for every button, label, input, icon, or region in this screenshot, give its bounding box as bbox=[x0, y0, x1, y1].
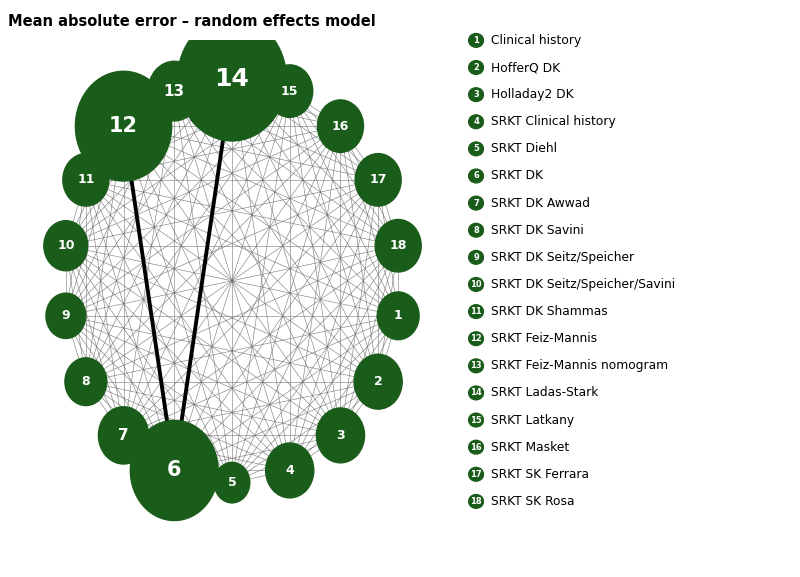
Ellipse shape bbox=[469, 250, 483, 264]
Text: 18: 18 bbox=[470, 497, 482, 506]
Ellipse shape bbox=[354, 354, 402, 409]
Ellipse shape bbox=[469, 305, 483, 319]
Text: 10: 10 bbox=[57, 239, 74, 252]
Text: SRKT Feiz-Mannis nomogram: SRKT Feiz-Mannis nomogram bbox=[490, 359, 668, 372]
Ellipse shape bbox=[469, 169, 483, 183]
Text: 9: 9 bbox=[474, 253, 479, 262]
Ellipse shape bbox=[178, 17, 286, 141]
Text: 5: 5 bbox=[228, 476, 236, 489]
Ellipse shape bbox=[469, 115, 483, 129]
Text: Holladay2 DK: Holladay2 DK bbox=[490, 88, 573, 101]
Text: 8: 8 bbox=[82, 375, 90, 388]
Text: SRKT DK Seitz/Speicher: SRKT DK Seitz/Speicher bbox=[490, 251, 634, 264]
Text: 15: 15 bbox=[281, 85, 298, 98]
Text: 13: 13 bbox=[164, 84, 185, 99]
Ellipse shape bbox=[469, 278, 483, 291]
Text: 13: 13 bbox=[470, 361, 482, 370]
Ellipse shape bbox=[469, 386, 483, 400]
Text: 2: 2 bbox=[374, 375, 382, 388]
Ellipse shape bbox=[469, 33, 483, 47]
Text: SRKT Latkany: SRKT Latkany bbox=[490, 414, 574, 426]
Ellipse shape bbox=[469, 413, 483, 427]
Text: SRKT SK Ferrara: SRKT SK Ferrara bbox=[490, 468, 589, 481]
Text: Mean absolute error – random effects model: Mean absolute error – random effects mod… bbox=[8, 14, 376, 29]
Ellipse shape bbox=[214, 462, 250, 503]
Ellipse shape bbox=[469, 494, 483, 508]
Text: 1: 1 bbox=[394, 309, 402, 323]
Text: SRKT DK Seitz/Speicher/Savini: SRKT DK Seitz/Speicher/Savini bbox=[490, 278, 674, 291]
Ellipse shape bbox=[469, 142, 483, 156]
Text: 14: 14 bbox=[214, 67, 250, 91]
Text: 6: 6 bbox=[167, 460, 182, 481]
Ellipse shape bbox=[65, 358, 106, 406]
Text: 18: 18 bbox=[390, 239, 407, 252]
Text: SRKT DK Shammas: SRKT DK Shammas bbox=[490, 305, 607, 318]
Ellipse shape bbox=[469, 467, 483, 481]
Text: SRKT Clinical history: SRKT Clinical history bbox=[490, 115, 615, 128]
Ellipse shape bbox=[469, 359, 483, 373]
Text: 12: 12 bbox=[470, 334, 482, 343]
Ellipse shape bbox=[75, 72, 172, 181]
Text: 16: 16 bbox=[470, 443, 482, 452]
Text: 3: 3 bbox=[336, 429, 345, 442]
Ellipse shape bbox=[266, 443, 314, 498]
Ellipse shape bbox=[469, 223, 483, 237]
Text: 15: 15 bbox=[470, 415, 482, 425]
Ellipse shape bbox=[98, 407, 149, 464]
Ellipse shape bbox=[469, 88, 483, 102]
Text: SRKT DK Awwad: SRKT DK Awwad bbox=[490, 197, 590, 209]
Ellipse shape bbox=[469, 440, 483, 454]
Text: 10: 10 bbox=[470, 280, 482, 289]
Text: SRKT DK Savini: SRKT DK Savini bbox=[490, 224, 583, 237]
Text: SRKT DK: SRKT DK bbox=[490, 170, 542, 182]
Text: 9: 9 bbox=[62, 309, 70, 323]
Text: SRKT Ladas-Stark: SRKT Ladas-Stark bbox=[490, 387, 598, 399]
Ellipse shape bbox=[63, 153, 109, 206]
Ellipse shape bbox=[266, 65, 313, 117]
Ellipse shape bbox=[469, 332, 483, 346]
Text: 5: 5 bbox=[473, 144, 479, 153]
Text: HofferQ DK: HofferQ DK bbox=[490, 61, 560, 74]
Text: 17: 17 bbox=[370, 173, 387, 186]
Text: SRKT Feiz-Mannis: SRKT Feiz-Mannis bbox=[490, 332, 597, 345]
Ellipse shape bbox=[378, 292, 419, 340]
Text: SRKT Diehl: SRKT Diehl bbox=[490, 143, 557, 155]
Text: 11: 11 bbox=[77, 173, 94, 186]
Text: 16: 16 bbox=[332, 119, 349, 133]
Ellipse shape bbox=[355, 153, 401, 206]
Text: 1: 1 bbox=[473, 36, 479, 45]
Text: 4: 4 bbox=[473, 117, 479, 126]
Text: 8: 8 bbox=[474, 226, 479, 235]
Text: Clinical history: Clinical history bbox=[490, 34, 581, 47]
Text: 2: 2 bbox=[473, 63, 479, 72]
Ellipse shape bbox=[469, 196, 483, 210]
Text: 11: 11 bbox=[470, 307, 482, 316]
Ellipse shape bbox=[46, 293, 86, 339]
Ellipse shape bbox=[148, 61, 201, 121]
Ellipse shape bbox=[44, 220, 88, 271]
Text: SRKT Masket: SRKT Masket bbox=[490, 441, 569, 454]
Text: 6: 6 bbox=[473, 171, 479, 181]
Text: 3: 3 bbox=[474, 90, 479, 99]
Text: 12: 12 bbox=[109, 116, 138, 136]
Ellipse shape bbox=[318, 100, 363, 152]
Ellipse shape bbox=[375, 219, 422, 272]
Ellipse shape bbox=[130, 421, 218, 520]
Text: 7: 7 bbox=[474, 198, 479, 208]
Text: 14: 14 bbox=[470, 388, 482, 398]
Ellipse shape bbox=[317, 408, 365, 463]
Text: SRKT SK Rosa: SRKT SK Rosa bbox=[490, 495, 574, 508]
Text: 17: 17 bbox=[470, 470, 482, 479]
Ellipse shape bbox=[469, 61, 483, 74]
Text: 7: 7 bbox=[118, 428, 129, 443]
Text: 4: 4 bbox=[286, 464, 294, 477]
